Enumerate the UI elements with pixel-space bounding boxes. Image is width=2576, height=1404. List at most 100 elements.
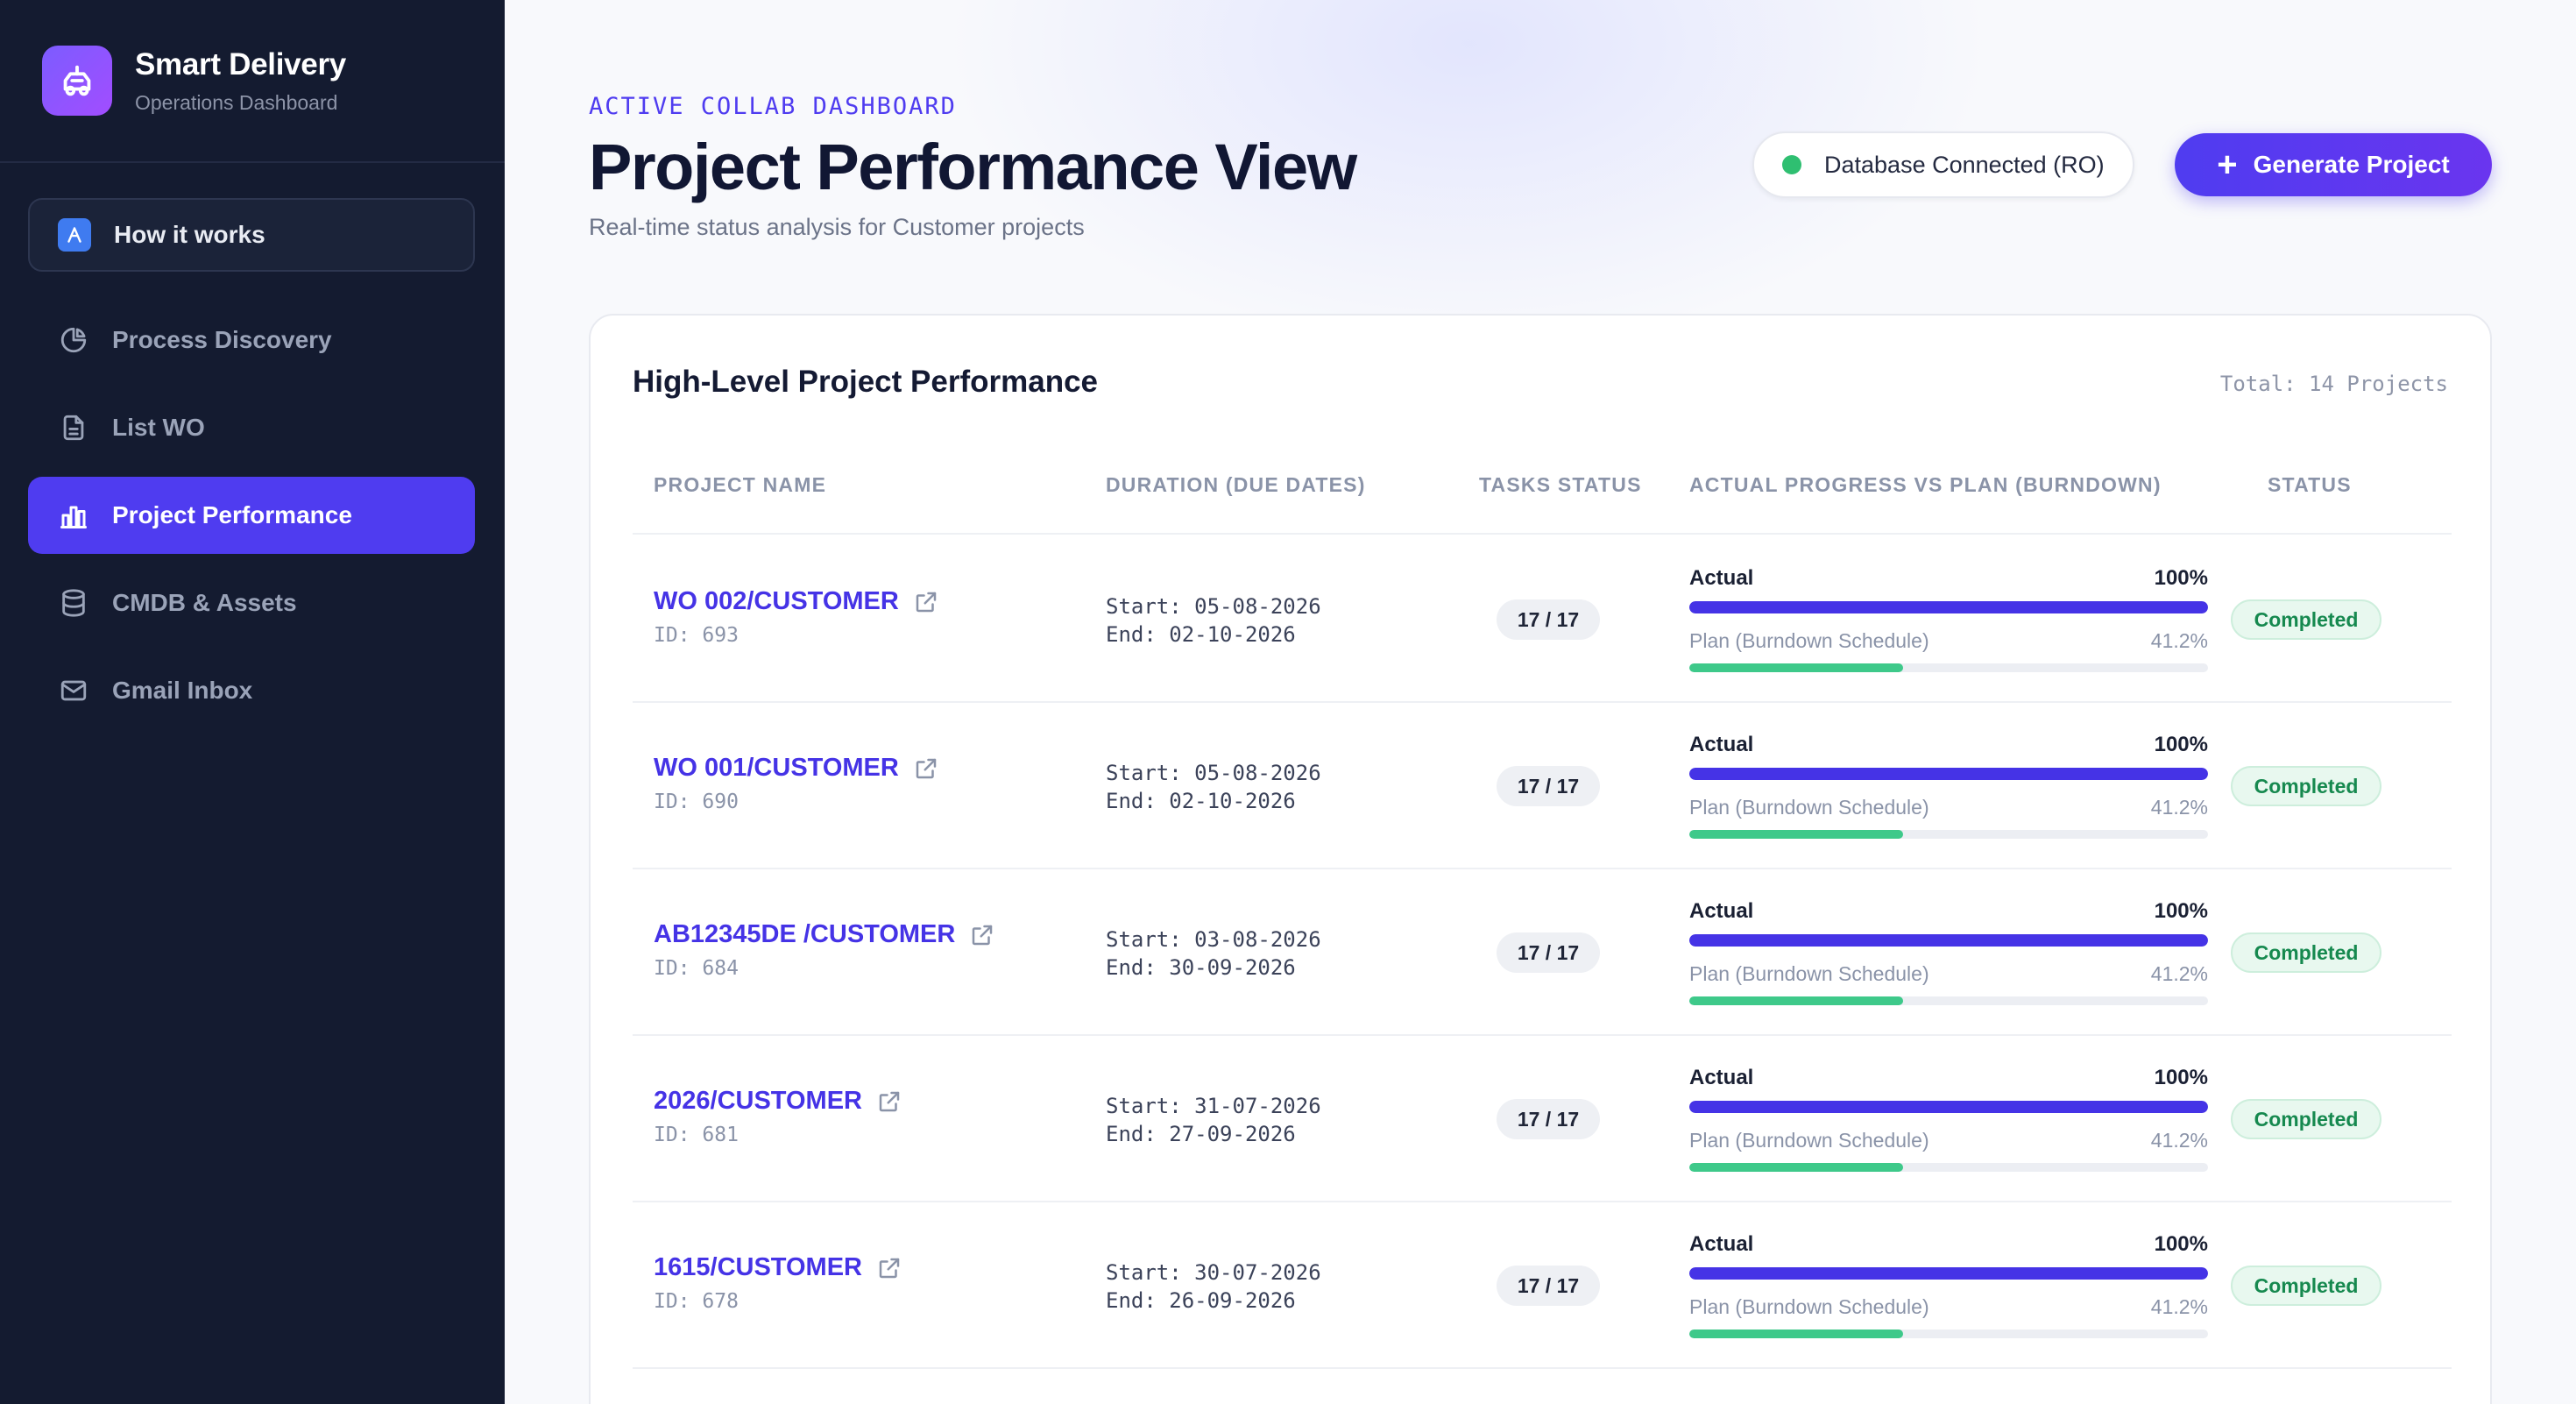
project-dates: Start: 05-08-2026 End: 02-10-2026 [1106, 592, 1321, 649]
plan-progress-track [1689, 1330, 2208, 1338]
external-link-icon[interactable] [969, 922, 995, 948]
end-date: End: 30-09-2026 [1106, 955, 1296, 980]
card-title: High-Level Project Performance [633, 365, 1098, 399]
actual-value: 100% [2154, 733, 2208, 756]
external-link-icon[interactable] [876, 1255, 902, 1281]
brand[interactable]: Smart Delivery Operations Dashboard [42, 46, 346, 116]
page-eyebrow: ACTIVE COLLAB DASHBOARD [589, 93, 957, 120]
generate-project-button[interactable]: + Generate Project [2175, 133, 2492, 196]
project-name[interactable]: 1615/CUSTOMER [654, 1253, 862, 1281]
sidebar-item-label: Process Discovery [112, 326, 332, 353]
progress-block: Actual 100% Plan (Burndown Schedule) 41.… [1689, 1232, 2208, 1338]
project-name[interactable]: 2026/CUSTOMER [654, 1087, 862, 1115]
brand-subtitle: Operations Dashboard [135, 90, 338, 114]
column-header-tasks-status: TASKS STATUS [1479, 473, 1642, 496]
sidebar-item-project-performance[interactable]: Project Performance [28, 477, 475, 554]
sidebar-item-label: List WO [112, 414, 205, 441]
project-name[interactable]: AB12345DE /CUSTOMER [654, 920, 956, 948]
actual-progress-bar [1689, 1267, 2208, 1280]
plan-progress-track [1689, 996, 2208, 1005]
sidebar-nav: Process Discovery List WO P [28, 301, 475, 740]
database-status-label: Database Connected (RO) [1824, 151, 2105, 178]
actual-label: Actual [1689, 1232, 1754, 1256]
start-date: Start: 30-07-2026 [1106, 1260, 1321, 1285]
tasks-status-badge: 17 / 17 [1497, 932, 1600, 973]
project-name-link[interactable]: AB12345DE /CUSTOMER [654, 920, 995, 949]
column-header-status: STATUS [2268, 473, 2352, 496]
project-name-link[interactable]: WO 001/CUSTOMER [654, 754, 939, 783]
plan-label: Plan (Burndown Schedule) [1689, 1129, 1929, 1152]
generate-project-label: Generate Project [2253, 151, 2450, 178]
status-badge: Completed [2231, 766, 2381, 806]
end-date: End: 26-09-2026 [1106, 1288, 1296, 1313]
plan-label: Plan (Burndown Schedule) [1689, 629, 1929, 652]
main-content: ACTIVE COLLAB DASHBOARD Project Performa… [505, 0, 2576, 1404]
table-body: WO 002/CUSTOMER ID: 693 Start: 05-08-202… [633, 536, 2452, 1369]
actual-label: Actual [1689, 566, 1754, 590]
external-link-icon[interactable] [876, 1088, 902, 1115]
column-header-project-name: PROJECT NAME [654, 473, 827, 496]
plan-progress-bar [1689, 1163, 1903, 1172]
plus-icon: + [2217, 145, 2238, 184]
sidebar-item-process-discovery[interactable]: Process Discovery [28, 301, 475, 379]
database-icon [58, 587, 89, 619]
pie-chart-icon [58, 324, 89, 356]
column-header-duration: DURATION (DUE DATES) [1106, 473, 1366, 496]
end-date: End: 02-10-2026 [1106, 789, 1296, 813]
project-dates: Start: 30-07-2026 End: 26-09-2026 [1106, 1259, 1321, 1315]
project-dates: Start: 03-08-2026 End: 30-09-2026 [1106, 925, 1321, 982]
sidebar-item-cmdb-assets[interactable]: CMDB & Assets [28, 564, 475, 642]
progress-block: Actual 100% Plan (Burndown Schedule) 41.… [1689, 566, 2208, 672]
plan-label: Plan (Burndown Schedule) [1689, 796, 1929, 819]
plan-progress-bar [1689, 1330, 1903, 1338]
start-date: Start: 31-07-2026 [1106, 1094, 1321, 1118]
project-id: ID: 678 [654, 1290, 739, 1313]
plan-progress-bar [1689, 830, 1903, 839]
how-it-works-label: How it works [114, 221, 265, 248]
actual-progress-track [1689, 1101, 2208, 1113]
actual-progress-bar [1689, 768, 2208, 780]
sidebar-item-list-wo[interactable]: List WO [28, 389, 475, 466]
project-id: ID: 690 [654, 791, 739, 813]
plan-progress-track [1689, 830, 2208, 839]
actual-label: Actual [1689, 733, 1754, 756]
bar-chart-icon [58, 500, 89, 531]
start-date: Start: 03-08-2026 [1106, 927, 1321, 952]
plan-value: 41.2% [2150, 796, 2208, 819]
table-row: 2026/CUSTOMER ID: 681 Start: 31-07-2026 … [633, 1036, 2452, 1202]
actual-label: Actual [1689, 899, 1754, 923]
project-dates: Start: 05-08-2026 End: 02-10-2026 [1106, 759, 1321, 815]
external-link-icon[interactable] [913, 755, 939, 782]
table-header: PROJECT NAME DURATION (DUE DATES) TASKS … [633, 473, 2452, 535]
database-status-badge: Database Connected (RO) [1752, 131, 2134, 198]
sidebar-item-label: Gmail Inbox [112, 677, 253, 704]
delivery-truck-icon [42, 46, 112, 116]
column-header-progress: ACTUAL PROGRESS VS PLAN (BURNDOWN) [1689, 473, 2162, 496]
project-id: ID: 693 [654, 624, 739, 647]
page-title: Project Performance View [589, 131, 1357, 203]
table-row: 1615/CUSTOMER ID: 678 Start: 30-07-2026 … [633, 1202, 2452, 1369]
actual-progress-track [1689, 934, 2208, 947]
project-name-link[interactable]: 1615/CUSTOMER [654, 1253, 902, 1282]
sidebar-divider [0, 161, 505, 163]
plan-label: Plan (Burndown Schedule) [1689, 1295, 1929, 1318]
sidebar-item-gmail-inbox[interactable]: Gmail Inbox [28, 652, 475, 729]
document-icon [58, 412, 89, 443]
sidebar-item-label: CMDB & Assets [112, 589, 297, 616]
project-name-link[interactable]: 2026/CUSTOMER [654, 1087, 902, 1116]
compass-icon [58, 218, 91, 252]
tasks-status-badge: 17 / 17 [1497, 766, 1600, 806]
page-subtitle: Real-time status analysis for Customer p… [589, 214, 1085, 240]
tasks-status-badge: 17 / 17 [1497, 599, 1600, 640]
project-name[interactable]: WO 001/CUSTOMER [654, 754, 899, 782]
project-name-link[interactable]: WO 002/CUSTOMER [654, 587, 939, 616]
actual-label: Actual [1689, 1066, 1754, 1089]
sidebar-item-label: Project Performance [112, 501, 352, 528]
plan-value: 41.2% [2150, 1129, 2208, 1152]
plan-value: 41.2% [2150, 629, 2208, 652]
how-it-works-button[interactable]: How it works [28, 198, 475, 272]
progress-block: Actual 100% Plan (Burndown Schedule) 41.… [1689, 733, 2208, 839]
project-name[interactable]: WO 002/CUSTOMER [654, 587, 899, 615]
actual-progress-track [1689, 601, 2208, 613]
external-link-icon[interactable] [913, 589, 939, 615]
